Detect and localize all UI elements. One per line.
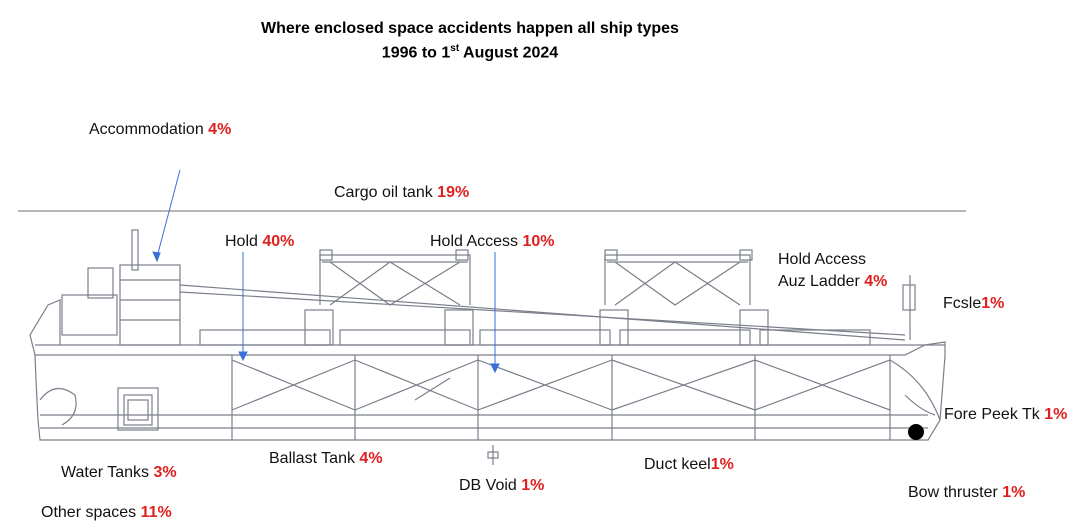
label-bow-thruster: Bow thruster 1% [908, 484, 1025, 502]
label-percent: 1% [521, 477, 545, 494]
label-hold-access-auz-ladder: Hold Access Auz Ladder 4% [778, 251, 887, 292]
label-text: Accommodation [89, 121, 209, 138]
label-percent: 1% [981, 295, 1005, 312]
label-hold: Hold 40% [225, 233, 294, 251]
hull-outline [29, 229, 946, 465]
label-text: Hold [225, 233, 263, 250]
label-ballast-tank: Ballast Tank 4% [269, 450, 383, 468]
label-text: Hold Access [430, 233, 523, 250]
diagram-title: Where enclosed space accidents happen al… [261, 20, 679, 37]
label-text: Fore Peek Tk [944, 406, 1045, 423]
label-text: Bow thruster [908, 484, 1003, 501]
label-text: Cargo oil tank [334, 184, 438, 201]
label-percent: 40% [262, 233, 295, 250]
label-line2: Auz Ladder 4% [778, 273, 887, 291]
label-text: Other spaces [41, 504, 141, 521]
label-text: Ballast Tank [269, 450, 360, 467]
label-line1: Hold Access [778, 251, 867, 268]
label-duct-keel: Duct keel1% [644, 456, 734, 474]
subtitle-ordinal: st [450, 43, 460, 54]
label-percent: 4% [359, 450, 383, 467]
label-fcsle: Fcsle1% [943, 295, 1004, 313]
label-percent: 1% [1044, 406, 1068, 423]
label-percent: 1% [1002, 484, 1026, 501]
label-text: Auz Ladder [778, 273, 865, 291]
label-percent: 1% [710, 456, 734, 473]
label-accommodation: Accommodation 4% [89, 121, 231, 139]
diagram-subtitle: 1996 to 1st August 2024 [0, 43, 940, 62]
label-hold-access: Hold Access 10% [430, 233, 555, 251]
subtitle-start: 1996 to 1 [381, 44, 451, 62]
pointer-arrows [152, 169, 500, 374]
label-text: Duct keel [644, 456, 711, 473]
label-water-tanks: Water Tanks 3% [61, 464, 177, 482]
label-db-void: DB Void 1% [459, 477, 544, 495]
label-text: DB Void [459, 477, 522, 494]
subtitle-end: August 2024 [459, 44, 559, 62]
label-percent: 10% [522, 233, 555, 250]
label-percent: 4% [864, 273, 888, 291]
label-other-spaces: Other spaces 11% [41, 504, 172, 522]
label-fore-peek-tk: Fore Peek Tk 1% [944, 406, 1067, 424]
label-percent: 19% [437, 184, 470, 201]
label-text: Fcsle [943, 295, 982, 312]
bow-thruster-marker [908, 424, 924, 440]
label-percent: 11% [140, 504, 172, 521]
label-cargo-oil-tank: Cargo oil tank 19% [334, 184, 469, 202]
label-percent: 3% [153, 464, 177, 481]
label-text: Water Tanks [61, 464, 154, 481]
label-percent: 4% [208, 121, 232, 138]
